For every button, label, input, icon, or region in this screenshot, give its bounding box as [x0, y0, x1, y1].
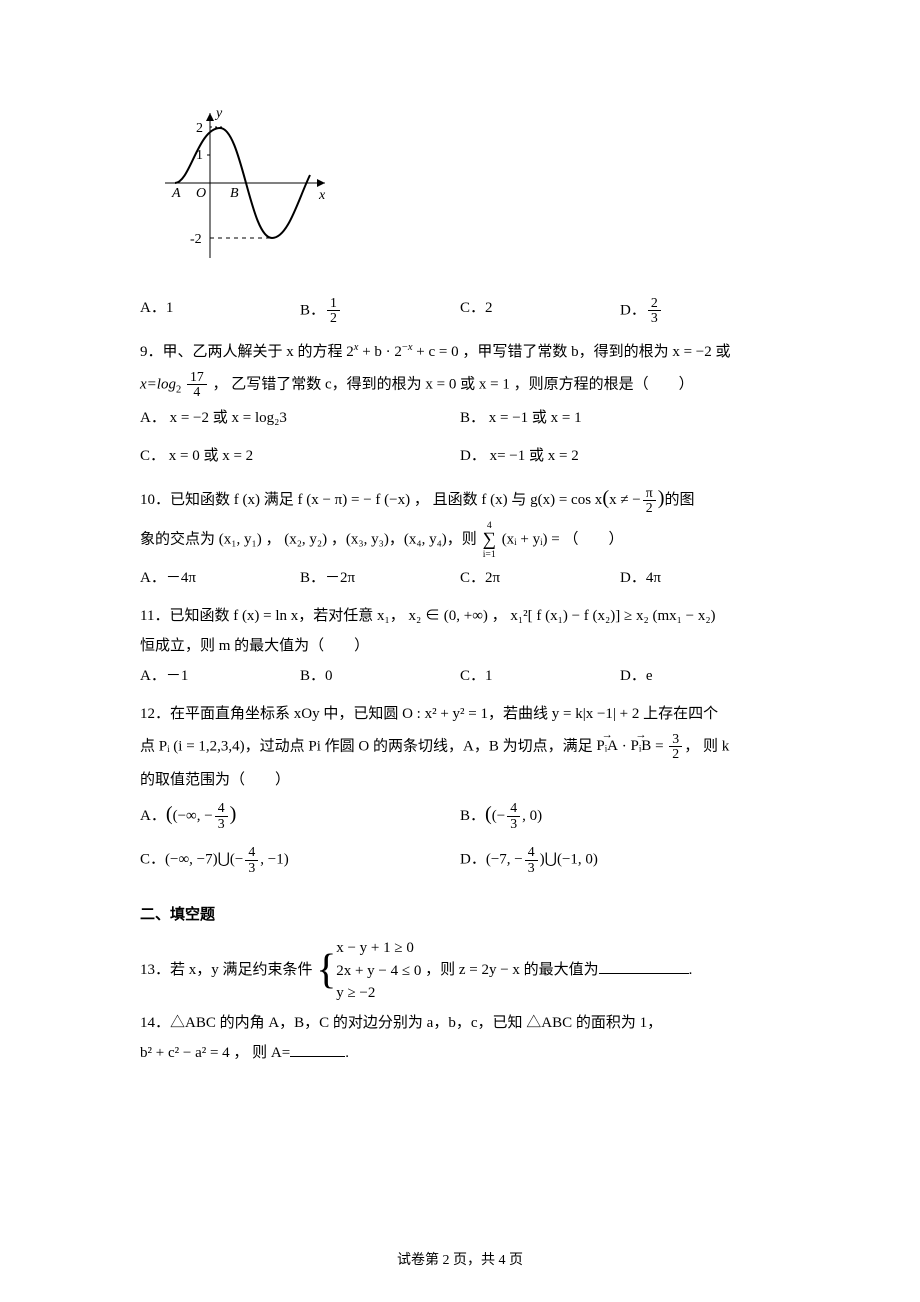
q9-options-row2: C． x = 0 或 x = 2 D． x= −1 或 x = 2 [140, 444, 780, 468]
page: y x OA B 2 1 -2 A．1 B．12 C．2 D．23 9．甲、乙两人解关于 x… [0, 0, 920, 1302]
q11-stem-line1: 11．已知函数 f (x) = ln x，若对任意 x₁， x₂ ∈ (0, +… [140, 604, 780, 628]
svg-text:x: x [318, 188, 326, 203]
q12-options-row1: A．((−∞, −43) B．((−43, 0) [140, 798, 780, 832]
function-graph: y x OA B 2 1 -2 [140, 80, 780, 278]
q10-stem-line2: 象的交点为 (x₁, y₁) ， (x₂, y₂) ，(x₃, y₃)，(x₄,… [140, 521, 780, 559]
q11-options: A．－1 B．0 C．1 D．e [140, 664, 780, 688]
q12-opt-c: C．(−∞, −7)⋃(−43, −1) [140, 845, 460, 875]
q14-blank [290, 1041, 345, 1057]
opt-d: D．23 [620, 296, 780, 326]
q9-opt-b: B． x = −1 或 x = 1 [460, 406, 780, 430]
q9-opt-d: D． x= −1 或 x = 2 [460, 444, 780, 468]
opt-c: C．2 [460, 296, 620, 326]
svg-text:1: 1 [196, 148, 203, 163]
q13-blank [599, 958, 689, 974]
q10-stem-line1: 10．已知函数 f (x) 满足 f (x − π) = − f (−x) ， … [140, 482, 780, 516]
svg-text:O: O [196, 186, 206, 201]
q13-stem: 13．若 x，y 满足约束条件 { x − y + 1 ≥ 0 2x + y −… [140, 937, 780, 1005]
q10-opt-d: D．4π [620, 566, 780, 590]
q14-stem-line2: b² + c² − a² = 4 ， 则 A=. [140, 1041, 780, 1065]
q10-opt-b: B．－2π [300, 566, 460, 590]
svg-text:A: A [171, 186, 181, 201]
svg-text:y: y [214, 106, 223, 121]
q12-opt-d: D．(−7, −43)⋃(−1, 0) [460, 845, 780, 875]
q12-stem-line3: 的取值范围为（ ） [140, 768, 780, 792]
q11-opt-d: D．e [620, 664, 780, 688]
opt-b: B．12 [300, 296, 460, 326]
q9-stem-line2: x=log2 174 ， 乙写错了常数 c，得到的根为 x = 0 或 x = … [140, 370, 780, 400]
q11-opt-b: B．0 [300, 664, 460, 688]
q10-options: A．－4π B．－2π C．2π D．4π [140, 566, 780, 590]
svg-text:2: 2 [196, 121, 203, 136]
q12-stem-line1: 12．在平面直角坐标系 xOy 中，已知圆 O : x² + y² = 1，若曲… [140, 702, 780, 726]
opt-a: A．1 [140, 296, 300, 326]
q10-opt-a: A．－4π [140, 566, 300, 590]
q9-options-row1: A． x = −2 或 x = log₂3 B． x = −1 或 x = 1 [140, 406, 780, 430]
svg-text:B: B [230, 186, 239, 201]
q12-opt-b: B．((−43, 0) [460, 798, 780, 832]
q10-opt-c: C．2π [460, 566, 620, 590]
section-fill-blank: 二、填空题 [140, 903, 780, 927]
page-footer: 试卷第 2 页，共 4 页 [0, 1250, 920, 1272]
q11-opt-a: A．－1 [140, 664, 300, 688]
q9-opt-a: A． x = −2 或 x = log₂3 [140, 406, 460, 430]
q9-opt-c: C． x = 0 或 x = 2 [140, 444, 460, 468]
q11-opt-c: C．1 [460, 664, 620, 688]
q14-stem-line1: 14．△ABC 的内角 A，B，C 的对边分别为 a，b，c，已知 △ABC 的… [140, 1011, 780, 1035]
q9-stem-line1: 9．甲、乙两人解关于 x 的方程 2x + b · 2−x + c = 0 ，甲… [140, 340, 780, 364]
svg-text:-2: -2 [190, 232, 202, 247]
q12-opt-a: A．((−∞, −43) [140, 798, 460, 832]
q12-options-row2: C．(−∞, −7)⋃(−43, −1) D．(−7, −43)⋃(−1, 0) [140, 845, 780, 875]
q-graph-options: A．1 B．12 C．2 D．23 [140, 296, 780, 326]
q12-stem-line2: 点 Pᵢ (i = 1,2,3,4)，过动点 Pi 作圆 O 的两条切线，A，B… [140, 732, 780, 762]
graph-svg: y x OA B 2 1 -2 [140, 80, 330, 270]
q11-stem-line2: 恒成立，则 m 的最大值为（ ） [140, 634, 780, 658]
